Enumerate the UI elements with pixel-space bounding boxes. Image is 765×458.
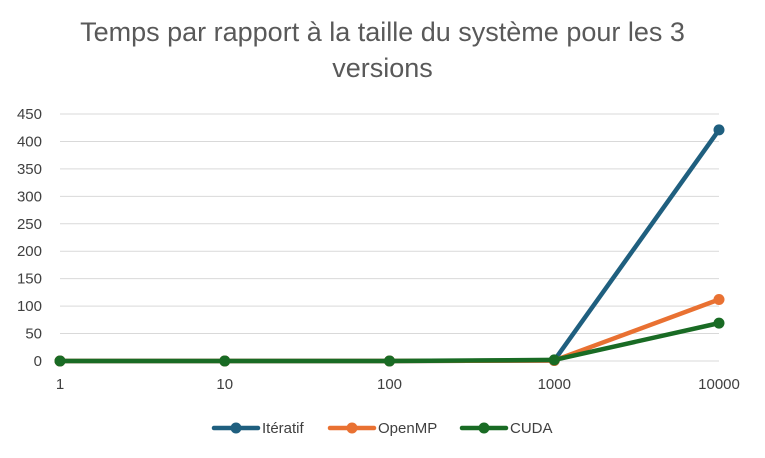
y-tick-label: 400 [17, 133, 42, 150]
data-point [713, 317, 725, 329]
data-point [384, 355, 395, 367]
x-tick-label: 1 [56, 376, 64, 393]
chart-title: Temps par rapport à la taille du système… [80, 17, 685, 83]
series-group [54, 124, 725, 367]
y-tick-label: 200 [17, 243, 42, 260]
y-tick-label: 250 [17, 216, 42, 233]
legend-marker [346, 422, 358, 434]
legend-marker [230, 422, 242, 434]
legend-item-cuda: CUDA [459, 420, 553, 437]
legend-item-openmp: OpenMP [327, 420, 437, 437]
gridlines [60, 113, 719, 362]
x-axis: 1 10 100 1000 10000 [56, 376, 740, 393]
legend-marker [478, 422, 490, 434]
series-line [57, 297, 722, 364]
data-point [713, 294, 725, 306]
y-tick-label: 100 [17, 298, 42, 315]
legend-label: Itératif [262, 420, 305, 437]
x-tick-label: 10 [216, 376, 233, 393]
data-point [54, 355, 66, 367]
data-point [713, 124, 725, 136]
series-line [57, 320, 722, 364]
y-tick-label: 300 [17, 188, 42, 205]
y-axis: 0 50 100 150 200 250 300 350 400 450 [17, 106, 42, 370]
y-tick-label: 150 [17, 271, 42, 288]
series-itératif [54, 124, 725, 367]
data-point [219, 355, 231, 367]
x-tick-label: 100 [377, 376, 402, 393]
series-line [57, 127, 722, 364]
data-point [548, 354, 560, 366]
x-tick-label: 1000 [538, 376, 571, 393]
y-tick-label: 350 [17, 161, 42, 178]
legend-label: OpenMP [378, 420, 437, 437]
y-tick-label: 450 [17, 106, 42, 123]
x-tick-label: 10000 [698, 376, 740, 393]
legend: Itératif OpenMP CUDA [211, 420, 553, 437]
y-tick-label: 50 [25, 326, 42, 343]
series-cuda [54, 317, 725, 367]
legend-label: CUDA [510, 420, 553, 437]
legend-item-itératif: Itératif [211, 420, 305, 437]
y-tick-label: 0 [34, 353, 42, 370]
